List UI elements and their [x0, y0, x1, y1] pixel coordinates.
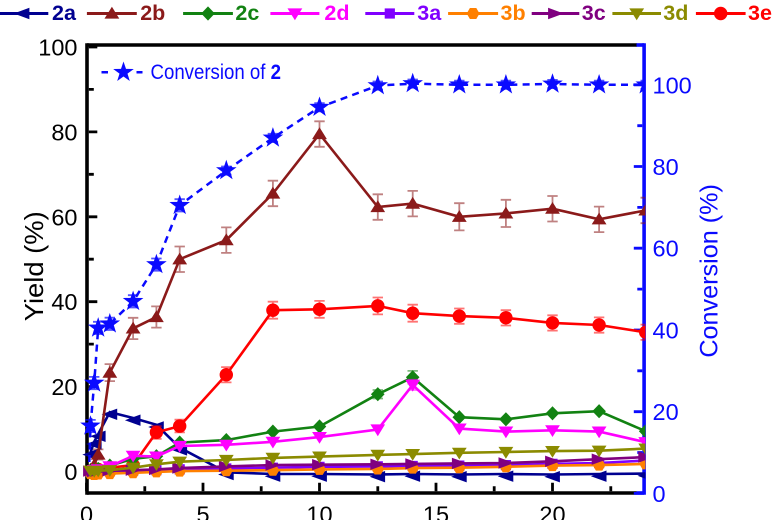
svg-text:3c: 3c	[582, 1, 606, 25]
svg-text:3e: 3e	[748, 1, 772, 25]
svg-text:0: 0	[653, 481, 666, 507]
svg-text:2c: 2c	[235, 1, 259, 25]
svg-text:5: 5	[196, 501, 209, 520]
svg-text:Yield (%): Yield (%)	[19, 211, 49, 321]
svg-text:10: 10	[306, 501, 332, 520]
svg-text:60: 60	[653, 236, 679, 262]
svg-text:2b: 2b	[140, 1, 165, 25]
svg-text:0: 0	[64, 459, 77, 485]
svg-text:80: 80	[653, 154, 679, 180]
svg-text:3b: 3b	[501, 1, 526, 25]
svg-text:2a: 2a	[52, 1, 77, 25]
svg-text:40: 40	[653, 318, 679, 344]
svg-text:40: 40	[51, 289, 77, 315]
svg-text:Conversion of 2: Conversion of 2	[151, 60, 282, 84]
svg-text:3a: 3a	[417, 1, 442, 25]
svg-text:100: 100	[38, 35, 77, 61]
svg-text:60: 60	[51, 204, 77, 230]
svg-text:100: 100	[653, 72, 692, 98]
svg-text:80: 80	[51, 119, 77, 145]
svg-text:3d: 3d	[663, 1, 688, 25]
svg-text:Conversion (%): Conversion (%)	[695, 184, 723, 358]
svg-text:20: 20	[51, 374, 77, 400]
svg-text:2d: 2d	[324, 1, 349, 25]
svg-text:20: 20	[653, 399, 679, 425]
svg-text:20: 20	[539, 501, 565, 520]
svg-text:15: 15	[423, 501, 449, 520]
svg-text:0: 0	[80, 501, 93, 520]
